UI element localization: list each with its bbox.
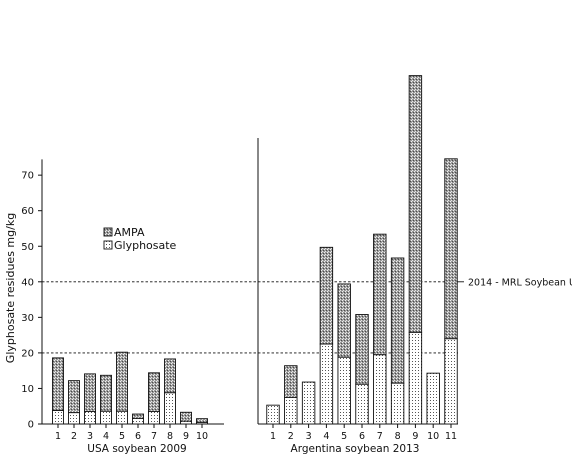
y-tick-label: 30: [21, 313, 34, 324]
bar-glyphosate: [148, 411, 160, 425]
bar-glyphosate: [68, 412, 80, 425]
bar-ampa: [148, 372, 160, 413]
bar-ampa: [390, 257, 405, 384]
x-tick-label: 8: [395, 431, 401, 442]
bar-ampa: [68, 380, 80, 414]
bar-glyphosate: [164, 392, 176, 425]
x-tick-label: 5: [119, 431, 125, 442]
x-tick-label: 4: [103, 431, 109, 442]
x-tick-label: 8: [167, 431, 173, 442]
bar-ampa: [116, 351, 128, 412]
bar-glyphosate: [319, 343, 334, 425]
x-tick-label: 10: [427, 431, 439, 442]
bar-ampa: [84, 373, 96, 413]
y-tick-label: 10: [21, 384, 34, 395]
bar-glyphosate: [426, 372, 440, 425]
bar-ampa: [100, 374, 112, 412]
bar-ampa: [164, 358, 176, 394]
panel-usa-2009: 1 2 3 4 5 6 7 8 9 10 USA soybean 2009: [42, 351, 224, 455]
bar-ampa: [132, 413, 144, 419]
y-tick-label: 40: [21, 277, 34, 288]
bar-glyphosate: [84, 411, 96, 425]
x-tick-label: 7: [151, 431, 157, 442]
bar-ampa: [180, 411, 192, 422]
x-tick-label: 9: [183, 431, 189, 442]
bar-glyphosate: [52, 410, 64, 425]
reference-line-label: 2014 - MRL Soybean USA: [468, 277, 572, 288]
x-tick-label: 2: [288, 431, 294, 442]
x-tick-label: 3: [306, 431, 312, 442]
bar-glyphosate: [301, 381, 316, 425]
bar-glyphosate: [373, 354, 387, 425]
y-tick-label: 60: [21, 206, 34, 217]
bar-glyphosate: [355, 383, 369, 425]
x-axis-title: Argentina soybean 2013: [291, 443, 420, 455]
bar-ampa: [284, 365, 298, 398]
panel-argentina-2013: 1 2 3 4 5 6 7 8 9 10 11 Argentina soybean 2013: [258, 75, 458, 455]
x-tick-label: 9: [412, 431, 418, 442]
x-tick-label: 4: [323, 431, 329, 442]
x-tick-label: 2: [71, 431, 77, 442]
bar-ampa: [408, 75, 423, 333]
bar-glyphosate: [132, 417, 144, 425]
bar-glyphosate: [337, 356, 351, 425]
reference-lines: 2014 - MRL Soybean USA: [42, 277, 572, 354]
bar-ampa: [196, 418, 208, 424]
x-tick-label: 7: [377, 431, 383, 442]
legend-label: AMPA: [114, 226, 145, 239]
y-tick-label: 20: [21, 348, 34, 359]
x-tick-label: 3: [87, 431, 93, 442]
x-axis-title: USA soybean 2009: [87, 443, 186, 455]
y-tick-label: 0: [28, 420, 34, 431]
x-tick-label: 6: [135, 431, 141, 442]
bar-ampa: [319, 246, 334, 345]
bar-glyphosate: [100, 410, 112, 425]
bar-ampa: [52, 357, 64, 411]
bar-glyphosate: [116, 410, 128, 425]
bar-glyphosate: [390, 382, 405, 425]
bar-ampa: [373, 233, 387, 356]
y-axis-label: Glyphosate residues mg/kg: [4, 213, 17, 363]
legend-label: Glyphosate: [114, 239, 177, 252]
legend-swatch: [103, 227, 113, 237]
bar-glyphosate: [444, 338, 458, 425]
x-tick-label: 1: [270, 431, 276, 442]
y-tick-label: 50: [21, 242, 34, 253]
x-tick-label: 11: [445, 431, 457, 442]
bar-glyphosate: [408, 331, 423, 425]
bar-ampa: [444, 158, 458, 340]
x-tick-label: 5: [341, 431, 347, 442]
bar-glyphosate: [266, 404, 280, 425]
x-tick-label: 10: [196, 431, 208, 442]
x-tick-label: 6: [359, 431, 365, 442]
bar-ampa: [337, 283, 351, 358]
x-tick-label: 1: [55, 431, 61, 442]
bar-glyphosate: [284, 396, 298, 425]
legend-swatch: [103, 240, 113, 250]
y-axis: 0 10 20 30 40 50 60 70: [21, 138, 259, 431]
bar-ampa: [355, 314, 369, 385]
y-tick-label: 70: [21, 171, 34, 182]
